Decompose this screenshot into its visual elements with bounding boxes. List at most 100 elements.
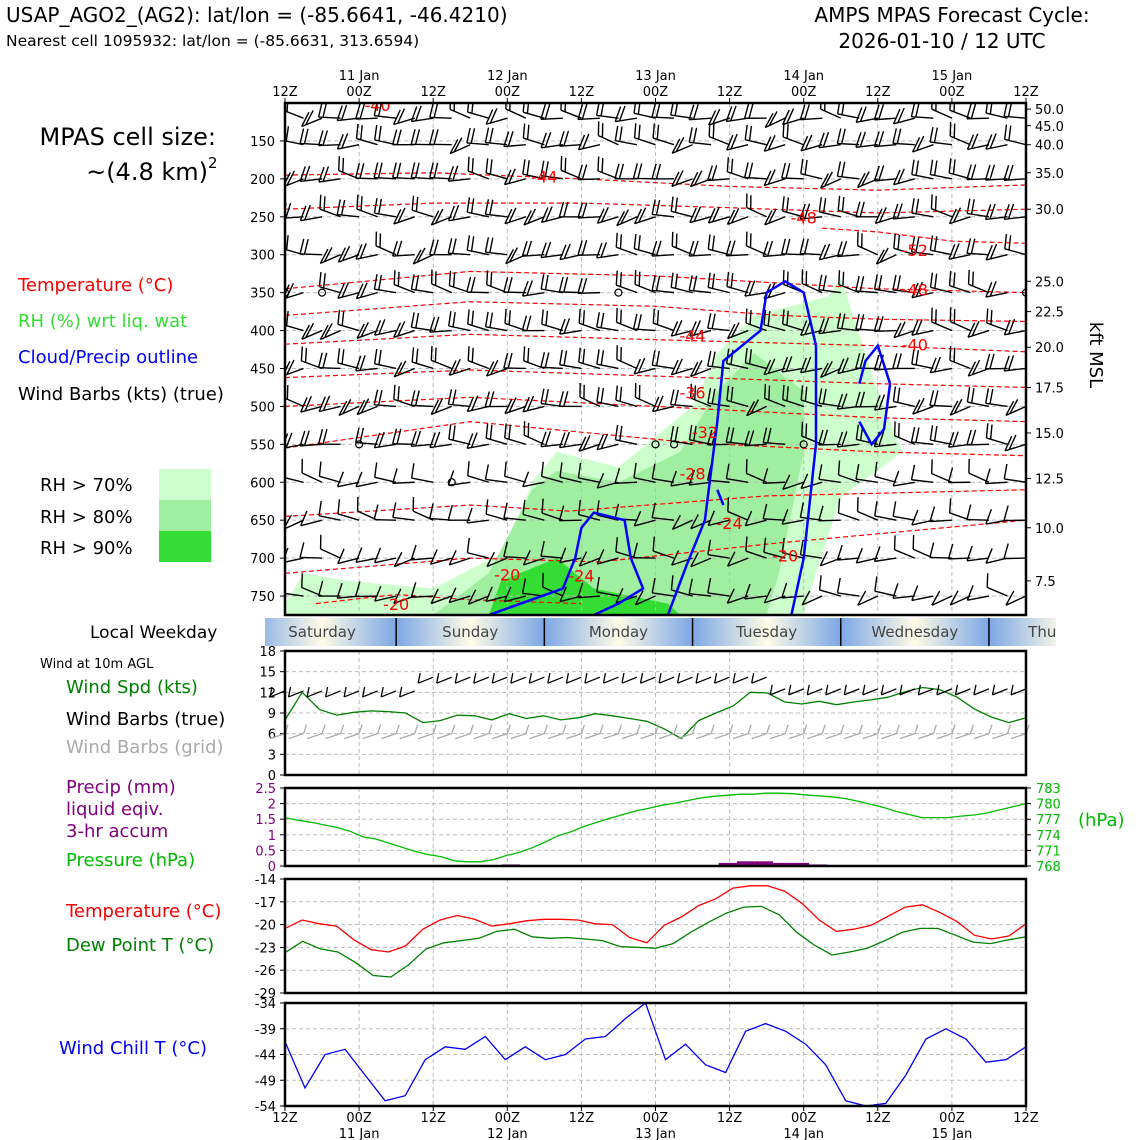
wind-barb [577, 277, 600, 294]
barb-flag [341, 245, 351, 261]
barb-flag [470, 128, 476, 144]
barb-flag [874, 576, 878, 592]
bottom-date-label: 12 Jan [487, 1127, 528, 1140]
barb-flag [510, 673, 514, 684]
barb-shaft [892, 289, 915, 294]
temp-contour [285, 333, 1026, 353]
barb-flag [540, 352, 546, 368]
wind-barb [467, 589, 490, 605]
barb-shaft [578, 322, 601, 332]
wind-barb [337, 245, 360, 263]
barb-flag [303, 165, 311, 182]
barb-flag [1008, 434, 1017, 450]
wind-barb [837, 460, 860, 483]
barb-flag [452, 425, 456, 441]
barb-flag [521, 241, 528, 257]
top-tick-label: 12Z [717, 85, 743, 100]
barb-flag [563, 431, 570, 448]
barb-flag [878, 315, 884, 332]
barb-flag [339, 724, 345, 734]
barb-flag [824, 171, 834, 187]
top-tick-label: 12Z [420, 85, 446, 100]
barb-flag [707, 577, 712, 594]
ytick-right-label: 771 [1036, 844, 1061, 859]
barb-flag [727, 551, 736, 567]
barb-flag [966, 429, 972, 446]
wind-barb-10m [565, 673, 582, 684]
barb-flag [342, 399, 352, 414]
barb-shaft [930, 286, 953, 294]
barb-flag [708, 122, 711, 137]
barb-flag [892, 501, 897, 517]
wind-barb [874, 207, 897, 224]
barb-shaft [782, 210, 804, 218]
barb-flag [486, 551, 496, 567]
barb-flag [563, 318, 571, 334]
barb-flag [855, 464, 860, 480]
barb-shaft [411, 326, 434, 332]
barb-flag [688, 240, 695, 257]
barb-shaft [966, 518, 989, 521]
barb-flag [651, 350, 656, 366]
barb-flag [522, 499, 526, 515]
barb-flag [638, 207, 647, 223]
barb-shaft [652, 137, 675, 146]
barb-shaft [955, 688, 971, 696]
barb-flag [726, 385, 730, 401]
barb-shaft [566, 676, 582, 684]
bottom-tick-label: 12Z [1013, 1111, 1039, 1126]
barb-flag [355, 244, 363, 260]
barb-flag [707, 350, 712, 367]
barb-flag [378, 349, 382, 365]
barb-flag [726, 134, 734, 151]
wind-barb [727, 322, 749, 340]
barb-shaft [579, 557, 601, 567]
barb-flag [744, 348, 748, 363]
barb-shaft [399, 733, 415, 740]
barb-flag [878, 207, 887, 223]
barb-flag [966, 545, 973, 562]
barb-shaft [930, 439, 953, 446]
wind-barb [819, 103, 842, 119]
wind-barb [967, 359, 990, 377]
barb-shaft [634, 248, 656, 256]
wind-barb [948, 271, 971, 294]
barb-flag [410, 431, 417, 447]
barb-shaft [448, 216, 471, 222]
barb-shaft [492, 676, 508, 684]
barb-flag [490, 359, 499, 375]
wind-barb [726, 385, 749, 408]
barb-flag [799, 357, 808, 373]
wind-barb [485, 359, 508, 377]
barb-flag [471, 395, 479, 411]
barb-flag [841, 103, 845, 115]
barb-flag [448, 587, 457, 603]
wind-barb [615, 232, 638, 256]
barb-flag [448, 550, 457, 566]
wind-barb [1003, 203, 1026, 220]
barb-flag [471, 158, 474, 173]
barb-flag [637, 103, 641, 115]
barb-flag [396, 240, 403, 257]
barb-shaft [1004, 138, 1026, 146]
barb-flag [452, 272, 456, 288]
barb-flag [507, 131, 514, 147]
barb-shaft [449, 367, 471, 376]
wind-barb [411, 347, 434, 370]
barb-shaft [918, 733, 934, 740]
wind-barb [504, 423, 527, 446]
wind-barb [911, 509, 934, 526]
barb-flag [563, 276, 569, 293]
barb-shaft [781, 367, 804, 373]
wind-barb [875, 247, 897, 265]
barb-shaft [393, 117, 415, 126]
barb-flag [1003, 124, 1008, 140]
barb-shaft [807, 733, 823, 740]
wind-barb [338, 399, 360, 417]
barb-shaft [893, 178, 916, 186]
rh-legend-90: RH > 90% [40, 538, 133, 559]
barb-shaft [596, 443, 619, 451]
wind-barb [317, 580, 341, 597]
ytick-label: -34 [255, 997, 276, 1012]
